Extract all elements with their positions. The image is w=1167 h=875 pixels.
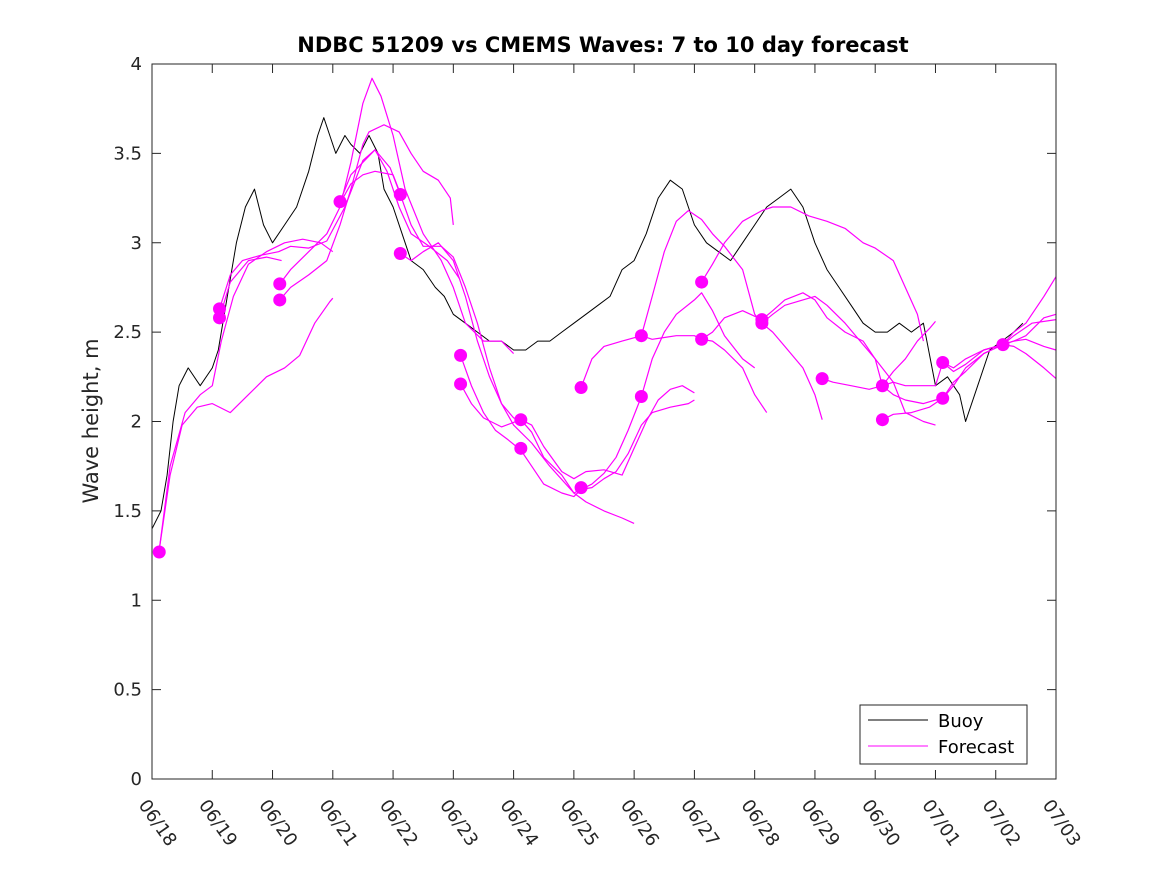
x-tick-label: 06/25: [556, 796, 603, 851]
forecast-marker: [514, 413, 528, 427]
forecast-series-line: [1002, 276, 1057, 345]
forecast-marker: [212, 311, 226, 325]
x-tick-label: 06/19: [194, 796, 241, 851]
forecast-marker: [634, 329, 648, 343]
forecast-marker: [755, 316, 769, 330]
forecast-marker: [454, 377, 468, 391]
forecast-marker: [393, 246, 407, 260]
y-tick-label: 4: [131, 54, 142, 75]
forecast-marker: [454, 348, 468, 362]
x-tick-label: 06/18: [134, 796, 181, 851]
forecast-marker: [936, 391, 950, 405]
y-tick-label: 2.5: [113, 322, 142, 343]
forecast-series-line: [279, 77, 515, 355]
forecast-series-line: [701, 206, 924, 342]
y-axis-label: Wave height, m: [79, 338, 103, 503]
legend-forecast-label: Forecast: [938, 737, 1014, 758]
y-tick-label: 3: [131, 233, 142, 254]
forecast-marker: [393, 187, 407, 201]
x-tick-label: 07/02: [978, 796, 1025, 851]
forecast-series-line: [580, 335, 768, 413]
forecast-series-line: [218, 256, 282, 318]
x-tick-label: 07/01: [917, 796, 964, 851]
y-tick-label: 2: [131, 412, 142, 433]
forecast-marker: [514, 441, 528, 455]
legend: Buoy Forecast: [859, 704, 1028, 765]
x-tick-label: 06/26: [616, 796, 663, 851]
buoy-series-line: [151, 117, 1024, 530]
forecast-marker: [936, 356, 950, 370]
x-tick-label: 06/23: [435, 796, 482, 851]
y-tick-label: 3.5: [113, 143, 142, 164]
forecast-marker: [574, 381, 588, 395]
forecast-marker: [634, 389, 648, 403]
forecast-marker: [574, 481, 588, 495]
forecast-series-line: [881, 321, 936, 387]
x-tick-label: 07/03: [1038, 796, 1085, 851]
x-tick-label: 06/20: [254, 796, 301, 851]
y-tick-label: 0: [131, 769, 142, 790]
forecast-marker: [815, 372, 829, 386]
chart-title: NDBC 51209 vs CMEMS Waves: 7 to 10 day f…: [297, 33, 908, 57]
forecast-marker: [212, 302, 226, 316]
forecast-markers: [152, 187, 1010, 559]
forecast-marker: [152, 545, 166, 559]
forecast-series-line: [640, 210, 823, 420]
y-tick-label: 1: [131, 590, 142, 611]
legend-buoy-label: Buoy: [938, 711, 984, 732]
y-tick-label: 1.5: [113, 501, 142, 522]
forecast-series-line: [339, 149, 401, 202]
forecast-marker: [695, 275, 709, 289]
y-axis: 0 0.5 1 1.5 2 2.5 3 3.5 4: [113, 54, 1056, 790]
forecast-marker: [695, 332, 709, 346]
y-tick-label: 0.5: [113, 680, 142, 701]
forecast-marker: [333, 195, 347, 209]
x-tick-label: 06/21: [315, 796, 362, 851]
forecast-marker: [875, 413, 889, 427]
plot-frame: [151, 63, 1057, 780]
x-tick-label: 06/24: [496, 796, 543, 851]
x-tick-label: 06/29: [797, 796, 844, 851]
x-tick-label: 06/28: [737, 796, 784, 851]
x-tick-label: 06/27: [676, 796, 723, 851]
forecast-series-line: [882, 338, 1057, 421]
forecast-series-line: [701, 292, 936, 426]
forecast-marker: [875, 379, 889, 393]
forecast-marker: [273, 277, 287, 291]
forecast-series-line: [158, 238, 334, 551]
x-tick-label: 06/22: [375, 796, 422, 851]
series-lines: [151, 77, 1057, 551]
forecast-series-line: [279, 124, 454, 301]
legend-box: [859, 704, 1028, 765]
forecast-marker: [273, 293, 287, 307]
x-tick-label: 06/30: [857, 796, 904, 851]
forecast-marker: [996, 338, 1010, 352]
plot-area: [152, 64, 1056, 779]
